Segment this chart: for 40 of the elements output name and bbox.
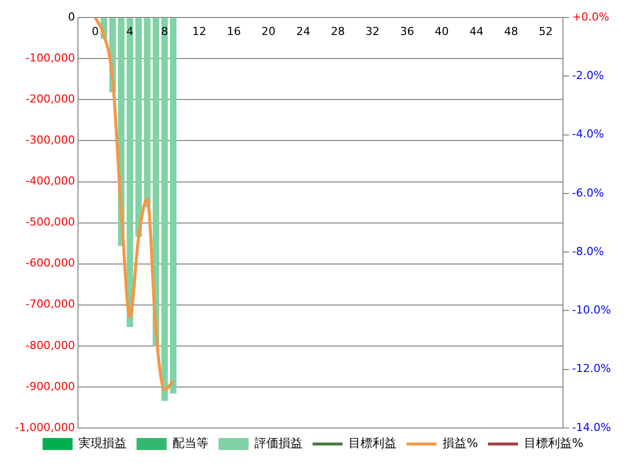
y2-tick-label: -10.0% — [572, 304, 612, 317]
y2-tick-label: -12.0% — [572, 362, 612, 376]
x-tick-label: 36 — [400, 24, 414, 38]
x-tick-label: 4 — [126, 24, 134, 38]
y-tick-label: -500,000 — [25, 216, 75, 229]
y-tick-label: -900,000 — [25, 380, 75, 393]
x-tick-label: 40 — [434, 24, 449, 38]
legend-label: 実現損益 — [78, 436, 127, 450]
legend-label: 損益% — [442, 436, 478, 450]
line-series — [94, 18, 175, 392]
x-tick-label: 8 — [161, 24, 168, 38]
y-tick-label: -400,000 — [25, 174, 75, 188]
y2-tick-label: -14.0% — [572, 420, 612, 434]
x-tick-label: 16 — [226, 24, 241, 38]
y-tick-label: -200,000 — [25, 92, 75, 106]
y2-tick-label: -8.0% — [572, 244, 604, 258]
x-tick-label: 0 — [92, 24, 99, 38]
x-tick-label: 20 — [262, 24, 276, 38]
y-tick-label: -800,000 — [25, 338, 75, 352]
x-tick-label: 48 — [504, 24, 518, 38]
y2-tick-label: -6.0% — [572, 186, 604, 200]
y2-tick-label: -4.0% — [572, 128, 604, 141]
x-tick-label: 12 — [192, 24, 206, 38]
y2-tick-label: +0.0% — [572, 10, 610, 24]
y-tick-label: -100,000 — [25, 52, 75, 64]
legend-label: 目標利益 — [348, 436, 397, 450]
x-tick-label: 28 — [330, 24, 345, 38]
x-tick-label: 24 — [296, 24, 310, 38]
x-tick-label: 32 — [366, 24, 380, 38]
y2-tick-label: -2.0% — [572, 69, 604, 82]
x-tick-label: 52 — [538, 24, 553, 38]
legend-label: 評価損益 — [254, 436, 303, 450]
y-tick-label: 0 — [68, 10, 75, 24]
y-tick-label: -600,000 — [25, 256, 75, 270]
y-tick-label: -1,000,000 — [15, 420, 75, 434]
legend-label: 配当等 — [172, 436, 209, 450]
y-tick-label: -300,000 — [25, 134, 75, 147]
legend-label: 目標利益% — [524, 436, 584, 450]
x-tick-label: 44 — [469, 24, 484, 38]
y-tick-label: -700,000 — [25, 298, 75, 311]
